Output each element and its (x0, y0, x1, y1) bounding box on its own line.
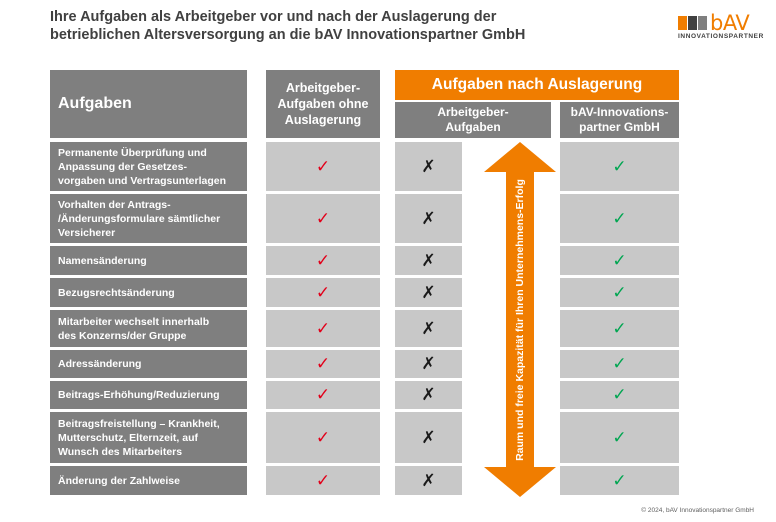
logo-square-icon (698, 16, 707, 30)
task-label-line: Änderung der Zahlweise (58, 474, 180, 487)
task-label-line: Versicherer (58, 226, 116, 239)
check-icon: ✓ (560, 278, 679, 307)
cross-icon: ✗ (395, 278, 462, 307)
check-icon: ✓ (560, 246, 679, 275)
check-icon: ✓ (266, 194, 380, 243)
page-title: Ihre Aufgaben als Arbeitgeber vor und na… (50, 8, 610, 44)
check-icon: ✓ (266, 466, 380, 495)
task-label-line: Adressänderung (58, 358, 142, 370)
check-icon: ✓ (266, 246, 380, 275)
copyright-footer: © 2024, bAV Innovationspartner GmbH (641, 507, 754, 514)
task-label: Namensänderung (50, 246, 247, 275)
check-icon: ✓ (266, 412, 380, 463)
cross-icon: ✗ (395, 142, 462, 191)
logo-word: bAV (710, 11, 750, 35)
double-arrow-icon (484, 142, 556, 497)
task-label-line: vorgaben und Vertragsunterlagen (58, 174, 227, 187)
task-label: Mitarbeiter wechselt innerhalb des Konzer… (50, 310, 247, 347)
check-icon: ✓ (560, 381, 679, 409)
page-title-line: Ihre Aufgaben als Arbeitgeber vor und na… (50, 9, 497, 25)
task-label-line: Beitrags-Erhöhung/Reduzierung (58, 389, 220, 401)
task-label: Vorhalten der Antrags-/Änderungsformular… (50, 194, 247, 243)
header-line: Aufgaben ohne (277, 97, 369, 111)
check-icon: ✓ (560, 412, 679, 463)
header-line: bAV-Innovations- (570, 105, 669, 119)
task-label-line: Permanente Überprüfung und (58, 146, 207, 159)
cross-icon: ✗ (395, 310, 462, 347)
logo-subtitle: INNOVATIONSPARTNER (678, 33, 764, 40)
check-icon: ✓ (560, 194, 679, 243)
header-line: Arbeitgeber- (285, 81, 361, 95)
task-label-line: Mutterschutz, Elternzeit, auf (58, 431, 199, 444)
cross-icon: ✗ (395, 466, 462, 495)
header-after-outsourcing: Aufgaben nach Auslagerung (395, 70, 679, 100)
page-title-line: betrieblichen Altersversorgung an die bA… (50, 27, 526, 43)
task-label: Adressänderung (50, 350, 247, 378)
check-icon: ✓ (560, 466, 679, 495)
task-label-line: des Konzerns/der Gruppe (58, 329, 187, 342)
header-line: Auslagerung (284, 113, 362, 127)
task-label-line: Bezugsrechtsänderung (58, 286, 175, 299)
cross-icon: ✗ (395, 412, 462, 463)
task-label: Beitrags-Erhöhung/Reduzierung (50, 381, 247, 409)
task-label-line: Mitarbeiter wechselt innerhalb (58, 315, 210, 328)
arrow-label: Raum und freie Kapazität für Ihren Unter… (514, 179, 526, 461)
check-icon: ✓ (560, 142, 679, 191)
check-icon: ✓ (266, 381, 380, 409)
task-label: Permanente Überprüfung und Anpassung der … (50, 142, 247, 191)
check-icon: ✓ (560, 350, 679, 378)
header-line: partner GmbH (579, 120, 660, 134)
header-employer-after: Arbeitgeber- Aufgaben (395, 102, 551, 138)
check-icon: ✓ (266, 142, 380, 191)
task-label: Beitragsfreistellung – Krankheit, Mutters… (50, 412, 247, 463)
task-label-line: Wunsch des Mitarbeiters (58, 445, 183, 458)
check-icon: ✓ (266, 310, 380, 347)
header-line: Arbeitgeber- (437, 105, 509, 119)
check-icon: ✓ (266, 278, 380, 307)
task-label-line: /Änderungsformulare sämtlicher (58, 212, 221, 225)
header-without-outsourcing: Arbeitgeber- Aufgaben ohne Auslagerung (266, 70, 380, 138)
task-label-line: Namensänderung (58, 254, 147, 267)
task-label-line: Vorhalten der Antrags- (58, 198, 171, 211)
cross-icon: ✗ (395, 350, 462, 378)
check-icon: ✓ (266, 350, 380, 378)
cross-icon: ✗ (395, 246, 462, 275)
logo-square-icon (688, 16, 697, 30)
check-icon: ✓ (560, 310, 679, 347)
logo-square-icon (678, 16, 687, 30)
task-label: Änderung der Zahlweise (50, 466, 247, 495)
cross-icon: ✗ (395, 194, 462, 243)
task-label-line: Anpassung der Gesetzes- (58, 160, 187, 173)
task-label-line: Beitragsfreistellung – Krankheit, (58, 417, 220, 430)
header-bav: bAV-Innovations- partner GmbH (560, 102, 679, 138)
cross-icon: ✗ (395, 381, 462, 409)
task-label: Bezugsrechtsänderung (50, 278, 247, 307)
header-tasks: Aufgaben (50, 70, 247, 138)
bav-logo: bAV INNOVATIONSPARTNER (678, 11, 768, 48)
header-line: Aufgaben (445, 120, 501, 134)
